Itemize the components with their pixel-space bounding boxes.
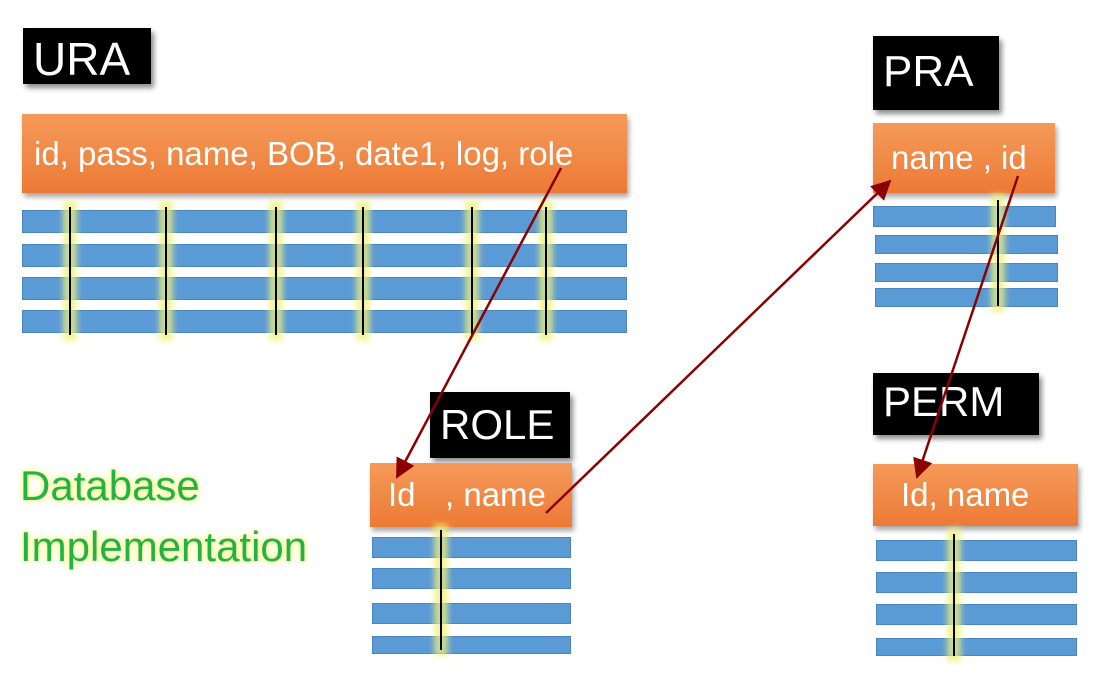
diagram-caption: Database Implementation: [20, 456, 307, 578]
ura-columns: id, pass, name, BOB, date1, log, role: [34, 134, 574, 172]
role-row: [372, 568, 571, 589]
role-title: ROLE: [430, 392, 570, 458]
pra-row: [875, 235, 1058, 254]
role-row: [372, 603, 571, 624]
arrow-ura-role-to-role-id: [395, 167, 563, 479]
ura-title-text: URA: [33, 33, 131, 85]
perm-row: [876, 638, 1077, 656]
ura-column-divider: [362, 207, 364, 335]
role-row: [372, 537, 571, 558]
role-row: [372, 636, 571, 654]
ura-column-divider: [275, 207, 277, 335]
pra-title-text: PRA: [883, 47, 974, 96]
perm-title-text: PERM: [883, 378, 1005, 425]
ura-column-divider: [471, 207, 473, 335]
role-column-id: Id: [388, 476, 416, 513]
role-column-name: , name: [445, 476, 546, 513]
perm-title: PERM: [873, 373, 1039, 435]
ura-row: [22, 277, 627, 300]
role-title-text: ROLE: [440, 401, 555, 448]
ura-column-divider: [545, 207, 547, 335]
ura-column-divider: [69, 207, 71, 335]
perm-columns: Id, name: [901, 476, 1030, 513]
caption-line-2: Implementation: [20, 522, 308, 570]
arrow-pra-id-to-perm-id: [913, 175, 1020, 479]
caption-line-1: Database: [20, 462, 200, 509]
perm-row: [876, 572, 1077, 593]
ura-title: URA: [23, 28, 151, 84]
pra-row: [873, 206, 1056, 227]
arrow-role-name-to-pra-name: [545, 179, 892, 514]
perm-header: Id, name: [873, 464, 1078, 526]
ura-row: [22, 210, 627, 233]
ura-header: id, pass, name, BOB, date1, log, role: [22, 114, 627, 193]
pra-title: PRA: [873, 36, 999, 110]
perm-row: [876, 540, 1077, 561]
role-column-divider: [440, 530, 442, 650]
pra-row: [875, 263, 1058, 282]
ura-column-divider: [165, 207, 167, 335]
pra-row: [875, 288, 1058, 307]
pra-column-divider: [997, 200, 999, 306]
perm-column-divider: [953, 534, 955, 656]
pra-header: name , id: [873, 123, 1055, 193]
pra-columns: name , id: [891, 139, 1027, 176]
perm-row: [876, 604, 1077, 625]
ura-row: [22, 244, 627, 267]
